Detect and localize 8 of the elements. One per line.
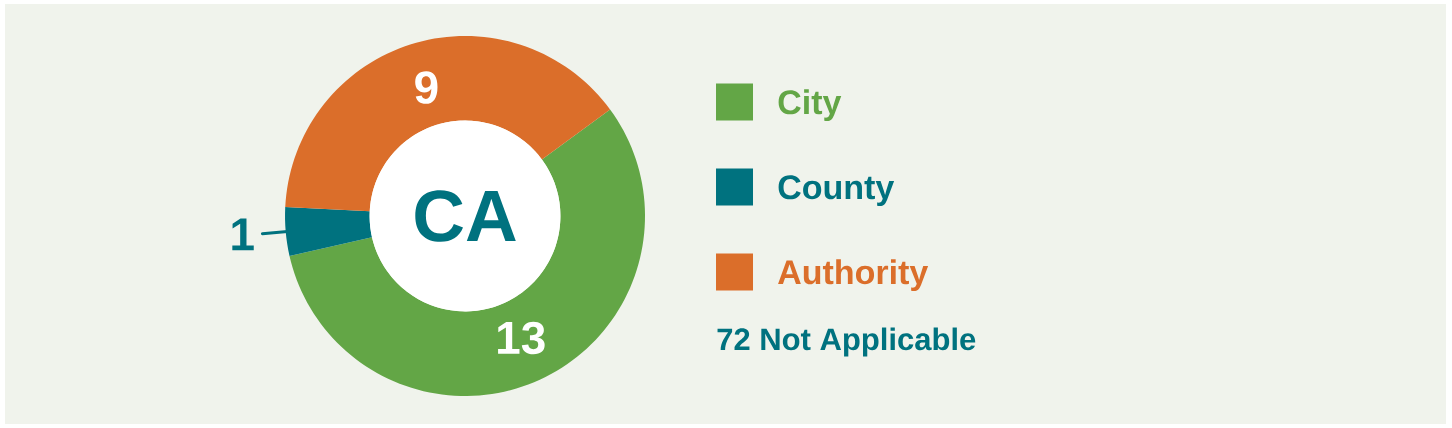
data-label: 9 [415,71,438,104]
text: 72 Not Applicable [717,327,976,357]
legend-label: City [778,89,842,122]
legend-label: County [778,175,895,207]
legend-label: Authority [778,259,929,292]
text: CA [415,190,516,242]
data-label: 1 [232,218,254,251]
data-label: 13 [498,321,545,355]
